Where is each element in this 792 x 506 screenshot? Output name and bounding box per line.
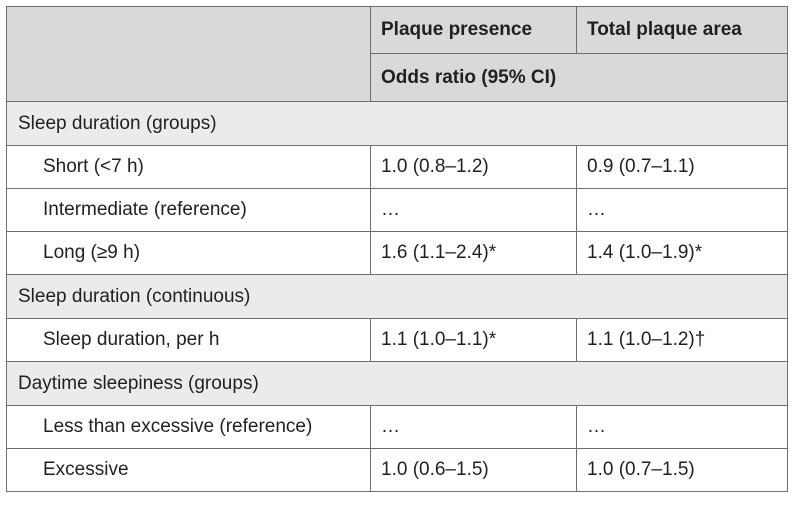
section-row-sleep-duration-groups: Sleep duration (groups) bbox=[6, 101, 788, 146]
plaque-presence-value: 1.1 (1.0–1.1)* bbox=[370, 318, 577, 362]
row-label: Sleep duration, per h bbox=[6, 318, 371, 362]
plaque-presence-value: … bbox=[370, 188, 577, 232]
section-title: Daytime sleepiness (groups) bbox=[6, 361, 788, 406]
total-plaque-area-value: 1.4 (1.0–1.9)* bbox=[576, 231, 788, 275]
row-label: Excessive bbox=[6, 448, 371, 492]
plaque-presence-value: 1.0 (0.8–1.2) bbox=[370, 145, 577, 189]
section-title: Sleep duration (groups) bbox=[6, 101, 788, 146]
plaque-presence-value: 1.0 (0.6–1.5) bbox=[370, 448, 577, 492]
header-plaque-presence: Plaque presence bbox=[370, 6, 577, 54]
total-plaque-area-value: 0.9 (0.7–1.1) bbox=[576, 145, 788, 189]
table-row: Short (<7 h) 1.0 (0.8–1.2) 0.9 (0.7–1.1) bbox=[6, 145, 788, 189]
section-row-daytime-sleepiness-groups: Daytime sleepiness (groups) bbox=[6, 361, 788, 406]
row-label: Less than excessive (reference) bbox=[6, 405, 371, 449]
total-plaque-area-value: 1.1 (1.0–1.2)† bbox=[576, 318, 788, 362]
results-table: Plaque presence Total plaque area Odds r… bbox=[6, 6, 788, 492]
subheader-row: Odds ratio (95% CI) bbox=[7, 53, 788, 102]
plaque-presence-value: 1.6 (1.1–2.4)* bbox=[370, 231, 577, 275]
header-total-plaque-area: Total plaque area bbox=[576, 6, 788, 54]
header-blank-cell bbox=[6, 6, 371, 102]
header-odds-ratio: Odds ratio (95% CI) bbox=[370, 53, 788, 102]
row-label: Long (≥9 h) bbox=[6, 231, 371, 275]
row-label: Intermediate (reference) bbox=[6, 188, 371, 232]
total-plaque-area-value: … bbox=[576, 405, 788, 449]
row-label: Short (<7 h) bbox=[6, 145, 371, 189]
table-row: Intermediate (reference) … … bbox=[6, 188, 788, 232]
header-row: Plaque presence Total plaque area bbox=[6, 6, 788, 102]
section-title: Sleep duration (continuous) bbox=[6, 274, 788, 319]
table-row: Sleep duration, per h 1.1 (1.0–1.1)* 1.1… bbox=[6, 318, 788, 362]
total-plaque-area-value: … bbox=[576, 188, 788, 232]
section-row-sleep-duration-continuous: Sleep duration (continuous) bbox=[6, 274, 788, 319]
table-row: Excessive 1.0 (0.6–1.5) 1.0 (0.7–1.5) bbox=[6, 448, 788, 492]
table-row: Less than excessive (reference) … … bbox=[6, 405, 788, 449]
plaque-presence-value: … bbox=[370, 405, 577, 449]
total-plaque-area-value: 1.0 (0.7–1.5) bbox=[576, 448, 788, 492]
table-row: Long (≥9 h) 1.6 (1.1–2.4)* 1.4 (1.0–1.9)… bbox=[6, 231, 788, 275]
